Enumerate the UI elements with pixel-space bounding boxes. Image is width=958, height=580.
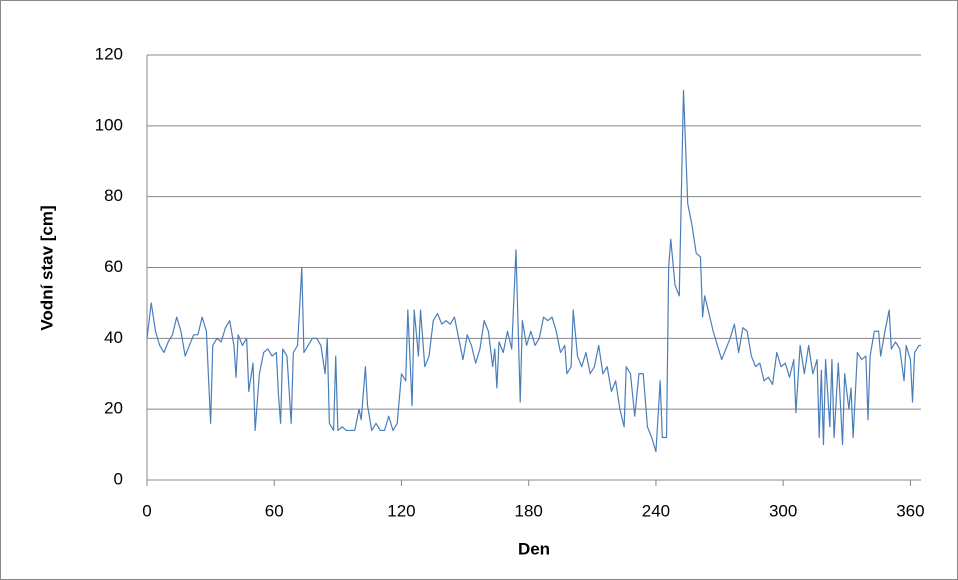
y-tick-label: 120 xyxy=(95,44,123,63)
y-tick-label: 80 xyxy=(104,186,123,205)
x-tick-label: 0 xyxy=(142,501,151,520)
x-axis-title: Den xyxy=(518,539,550,558)
x-tick-label: 120 xyxy=(387,501,415,520)
x-tick-label: 360 xyxy=(896,501,924,520)
y-tick-label: 0 xyxy=(114,469,123,488)
data-line xyxy=(146,89,921,453)
y-tick-label: 60 xyxy=(104,257,123,276)
x-tick-label: 180 xyxy=(515,501,543,520)
y-tick-label: 20 xyxy=(104,399,123,418)
y-tick-label: 100 xyxy=(95,115,123,134)
x-tick-label: 240 xyxy=(642,501,670,520)
y-tick-label: 40 xyxy=(104,328,123,347)
x-tick-label: 60 xyxy=(265,501,284,520)
x-tick-label: 300 xyxy=(769,501,797,520)
y-axis-title: Vodní stav [cm] xyxy=(37,205,56,330)
